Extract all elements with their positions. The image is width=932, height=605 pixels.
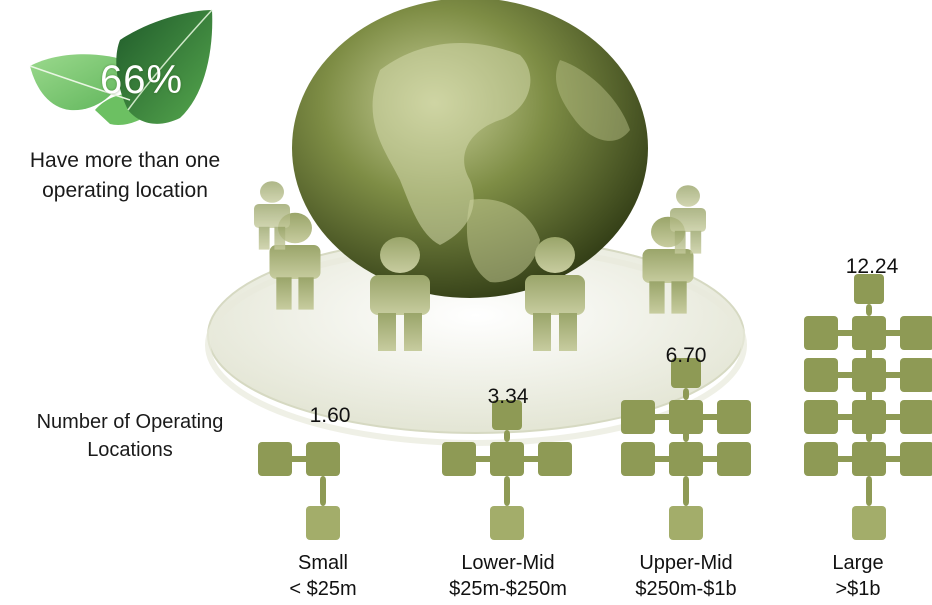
category-name: Large [832,552,884,574]
person-icon [370,237,430,351]
org-node [900,358,932,392]
axis-caption-line2: Locations [87,439,173,461]
category-range: < $25m [289,578,357,600]
category-label-lower-mid: Lower-Mid $25m-$250m [418,550,598,602]
globe-image [292,0,648,298]
org-node [306,442,340,476]
category-range: $250m-$1b [635,578,737,600]
stat-caption-line1: Have more than one [29,149,221,172]
category-label-upper-mid: Upper-Mid $250m-$1b [596,550,776,602]
org-node [621,400,655,434]
org-connector [866,304,872,316]
value-label-upper-mid: 6.70 [665,344,707,367]
org-connector [683,388,689,400]
org-node [306,506,340,540]
org-connector [683,476,689,506]
people-figures [254,181,706,351]
category-name: Upper-Mid [639,552,733,574]
person-icon [670,185,706,254]
org-node [804,316,838,350]
value-label-large: 12.24 [845,255,899,278]
org-node [538,442,572,476]
stat-caption: Have more than one operating location [10,146,240,206]
value-label-small: 1.60 [309,404,351,427]
org-node [852,442,886,476]
org-node [490,506,524,540]
org-node [671,358,701,388]
org-node [717,442,751,476]
org-chart-marks [258,274,932,540]
category-name: Lower-Mid [461,552,555,574]
org-connector [866,476,872,506]
org-node [669,506,703,540]
axis-caption: Number of Operating Locations [10,408,250,464]
person-icon [525,237,585,351]
axis-caption-line1: Number of Operating [36,411,224,433]
org-node [669,442,703,476]
category-label-large: Large >$1b [768,550,932,602]
category-name: Small [297,552,348,574]
org-node [900,400,932,434]
org-connector [504,476,510,506]
org-node [804,400,838,434]
org-connector [504,430,510,442]
stat-value: 66% [100,58,184,102]
org-node [442,442,476,476]
org-node [900,316,932,350]
org-node [852,506,886,540]
org-node [804,442,838,476]
org-node [490,442,524,476]
org-node [621,442,655,476]
org-node [717,400,751,434]
org-node [804,358,838,392]
person-icon [254,181,290,250]
leaf-icon [29,9,213,125]
org-node [854,274,884,304]
org-connector [866,316,872,442]
category-range: >$1b [835,578,881,600]
value-label-lower-mid: 3.34 [487,385,529,408]
org-node [492,400,522,430]
org-node [900,442,932,476]
org-node [258,442,292,476]
org-connector [320,476,326,506]
org-connector [683,400,689,442]
category-label-small: Small < $25m [233,550,413,602]
category-range: $25m-$250m [449,578,567,600]
stat-caption-line2: operating location [42,179,208,202]
